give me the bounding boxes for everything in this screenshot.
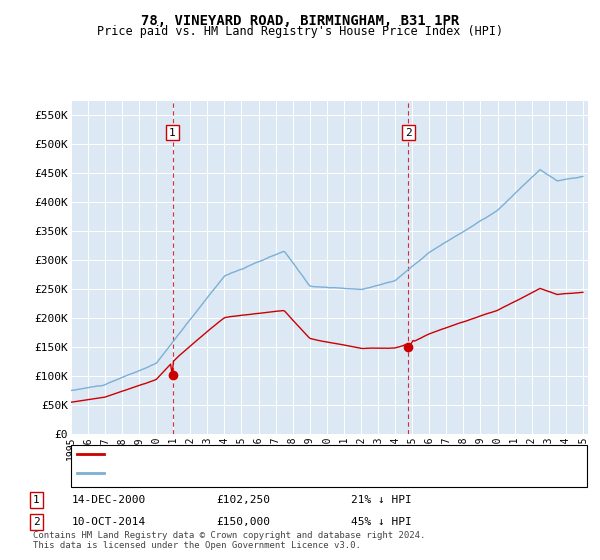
Text: 1: 1 (33, 495, 40, 505)
Text: 21% ↓ HPI: 21% ↓ HPI (351, 495, 412, 505)
Text: Price paid vs. HM Land Registry's House Price Index (HPI): Price paid vs. HM Land Registry's House … (97, 25, 503, 38)
Text: 2: 2 (33, 517, 40, 527)
Text: 2: 2 (405, 128, 412, 138)
Text: 14-DEC-2000: 14-DEC-2000 (72, 495, 146, 505)
Text: 78, VINEYARD ROAD, BIRMINGHAM, B31 1PR (detached house): 78, VINEYARD ROAD, BIRMINGHAM, B31 1PR (… (110, 449, 481, 459)
Text: Contains HM Land Registry data © Crown copyright and database right 2024.
This d: Contains HM Land Registry data © Crown c… (33, 530, 425, 550)
Text: £150,000: £150,000 (216, 517, 270, 527)
Text: 10-OCT-2014: 10-OCT-2014 (72, 517, 146, 527)
Text: 1: 1 (169, 128, 176, 138)
Text: HPI: Average price, detached house, Birmingham: HPI: Average price, detached house, Birm… (110, 468, 420, 478)
Text: 78, VINEYARD ROAD, BIRMINGHAM, B31 1PR: 78, VINEYARD ROAD, BIRMINGHAM, B31 1PR (141, 14, 459, 28)
Text: £102,250: £102,250 (216, 495, 270, 505)
Text: 45% ↓ HPI: 45% ↓ HPI (351, 517, 412, 527)
